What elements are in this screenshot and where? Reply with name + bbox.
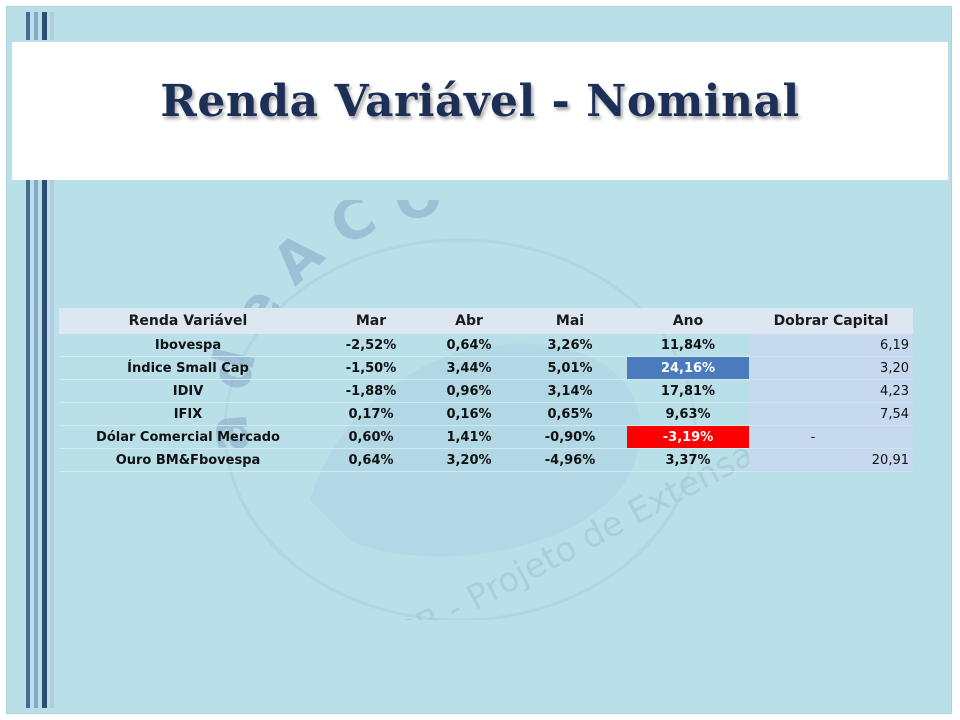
stripe-decor (42, 180, 47, 708)
stripe-decor (50, 12, 54, 40)
row-mai: 3,26% (513, 334, 627, 357)
row-abr: 0,64% (425, 334, 513, 357)
row-mar: -1,88% (317, 379, 425, 403)
row-ano: 17,81% (627, 379, 749, 403)
header-renda-variavel: Renda Variável (59, 308, 317, 334)
row-mai: 5,01% (513, 356, 627, 380)
row-dobrar-capital: 20,91 (749, 448, 913, 472)
table-row: Ibovespa -2,52% 0,64% 3,26% 11,84% 6,19 (59, 334, 913, 357)
row-mar: -2,52% (317, 334, 425, 357)
row-abr: 0,96% (425, 379, 513, 403)
row-name: Ouro BM&Fbovespa (59, 448, 317, 472)
row-name: Dólar Comercial Mercado (59, 425, 317, 449)
table-row: Ouro BM&Fbovespa 0,64% 3,20% -4,96% 3,37… (59, 448, 913, 472)
row-dobrar-capital: 6,19 (749, 334, 913, 357)
row-dobrar-capital: 4,23 (749, 379, 913, 403)
row-mai: -4,96% (513, 448, 627, 472)
page-title: Renda Variável - Nominal (160, 76, 800, 127)
row-name: Ibovespa (59, 334, 317, 357)
row-mar: 0,64% (317, 448, 425, 472)
row-abr: 3,20% (425, 448, 513, 472)
header-mai: Mai (513, 308, 627, 334)
stripe-decor (50, 180, 54, 708)
title-band (12, 42, 948, 180)
stripe-decor (34, 12, 38, 40)
row-mai: 0,65% (513, 402, 627, 426)
stripe-decor (34, 180, 38, 708)
row-ano-highlight: 24,16% (627, 356, 749, 380)
table-row: IFIX 0,17% 0,16% 0,65% 9,63% 7,54 (59, 402, 913, 426)
table-row: IDIV -1,88% 0,96% 3,14% 17,81% 4,23 (59, 379, 913, 403)
row-mar: 0,60% (317, 425, 425, 449)
row-abr: 0,16% (425, 402, 513, 426)
header-dobrar-capital: Dobrar Capital (749, 308, 913, 334)
row-name: Índice Small Cap (59, 356, 317, 380)
row-mar: -1,50% (317, 356, 425, 380)
header-abr: Abr (425, 308, 513, 334)
table-row: Índice Small Cap -1,50% 3,44% 5,01% 24,1… (59, 356, 913, 380)
table-row: Dólar Comercial Mercado 0,60% 1,41% -0,9… (59, 425, 913, 449)
stripe-decor (42, 12, 47, 40)
header-mar: Mar (317, 308, 425, 334)
row-dobrar-capital: 3,20 (749, 356, 913, 380)
row-ano: 3,37% (627, 448, 749, 472)
row-mai: -0,90% (513, 425, 627, 449)
row-abr: 3,44% (425, 356, 513, 380)
stripe-decor (26, 180, 30, 708)
row-mai: 3,14% (513, 379, 627, 403)
row-ano-highlight: -3,19% (627, 425, 749, 449)
header-ano: Ano (627, 308, 749, 334)
table-header-row: Renda Variável Mar Abr Mai Ano Dobrar Ca… (59, 308, 913, 334)
row-ano: 11,84% (627, 334, 749, 357)
row-name: IFIX (59, 402, 317, 426)
stripe-decor (26, 12, 30, 40)
row-dobrar-capital: 7,54 (749, 402, 913, 426)
row-dobrar-capital: - (749, 425, 913, 449)
renda-variavel-table: Renda Variável Mar Abr Mai Ano Dobrar Ca… (59, 308, 913, 472)
row-ano: 9,63% (627, 402, 749, 426)
row-mar: 0,17% (317, 402, 425, 426)
row-abr: 1,41% (425, 425, 513, 449)
row-name: IDIV (59, 379, 317, 403)
